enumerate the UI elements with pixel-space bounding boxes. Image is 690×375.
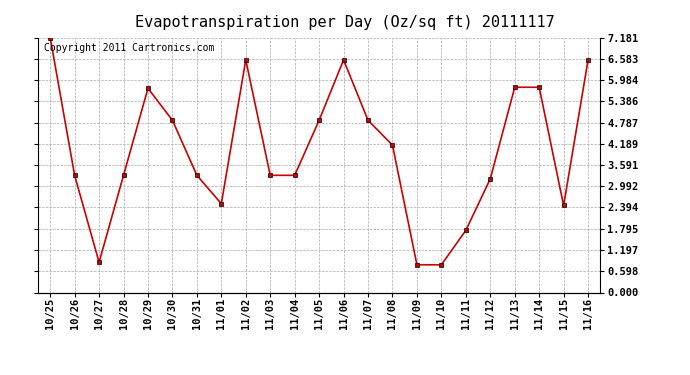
Text: Evapotranspiration per Day (Oz/sq ft) 20111117: Evapotranspiration per Day (Oz/sq ft) 20… — [135, 15, 555, 30]
Text: Copyright 2011 Cartronics.com: Copyright 2011 Cartronics.com — [43, 43, 214, 52]
